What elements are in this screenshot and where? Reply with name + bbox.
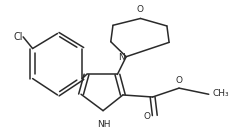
Text: N: N	[118, 53, 125, 62]
Text: O: O	[137, 5, 144, 14]
Text: Cl: Cl	[14, 32, 23, 42]
Text: O: O	[144, 112, 151, 121]
Text: NH: NH	[97, 120, 111, 128]
Text: O: O	[176, 76, 183, 85]
Text: CH₃: CH₃	[212, 89, 229, 98]
